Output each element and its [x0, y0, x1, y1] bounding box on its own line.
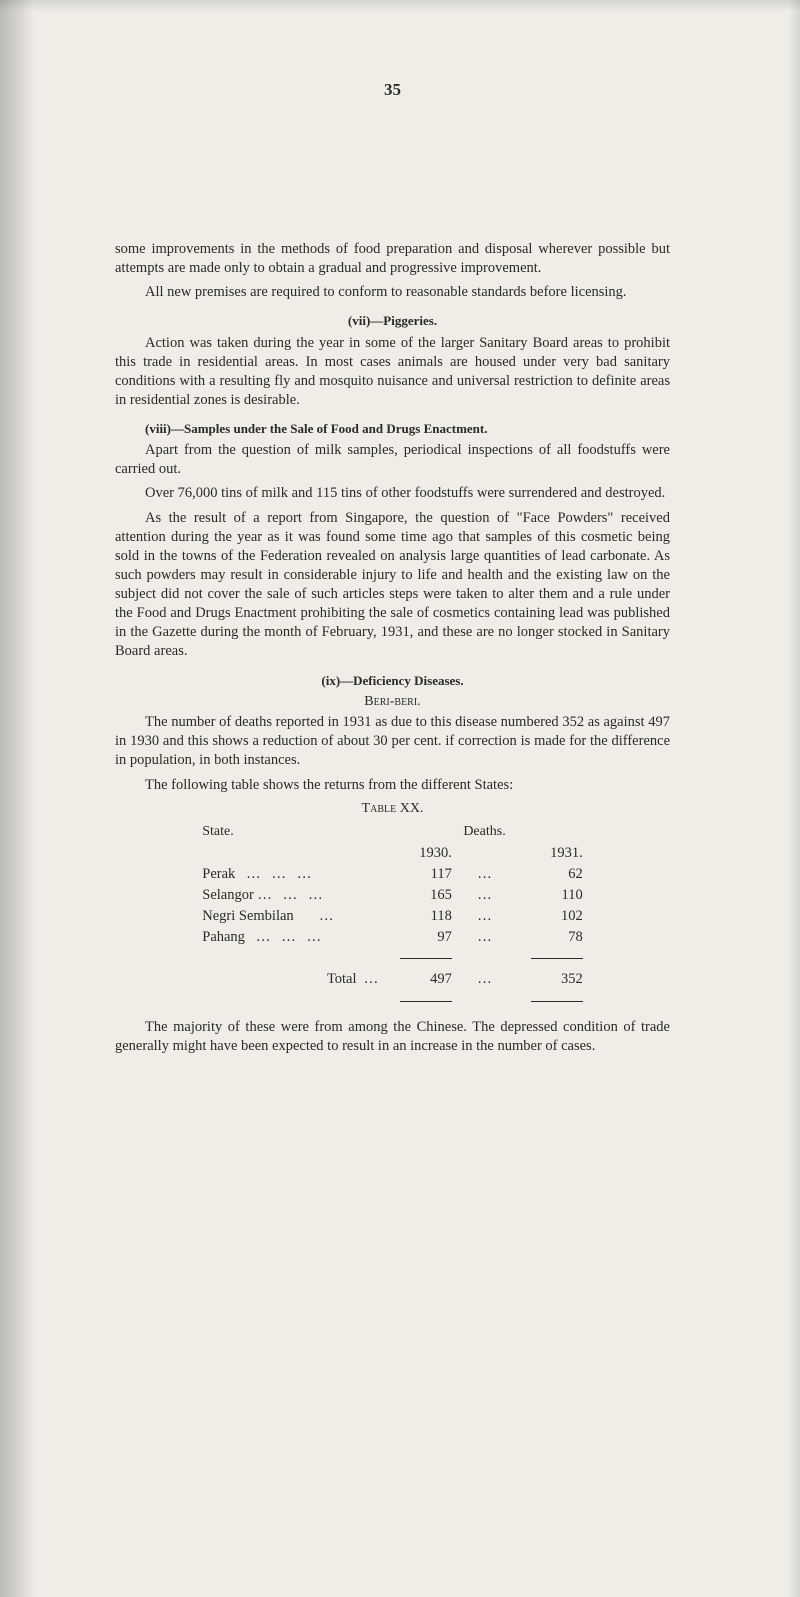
table-total-b: 352 [513, 969, 587, 990]
paragraph: The majority of these were from among th… [115, 1018, 670, 1056]
table-rule [400, 1001, 452, 1002]
table-total-label: Total … [198, 969, 382, 990]
body-text: some improvements in the methods of food… [115, 240, 670, 1056]
page-shadow-right [788, 0, 800, 1597]
table-col-deaths: Deaths. [382, 822, 586, 842]
table-row: Pahang … … … 97 … 78 [198, 927, 587, 948]
table-col-state: State. [198, 822, 382, 842]
table-ell: … [456, 906, 513, 927]
table-ell: … [456, 969, 513, 990]
table-val: 117 [382, 864, 456, 885]
table-rule-row [198, 948, 587, 969]
table-total-row: Total … 497 … 352 [198, 969, 587, 990]
table-val: 62 [513, 864, 587, 885]
table-val: 102 [513, 906, 587, 927]
page-shadow-top [0, 0, 800, 12]
table-val: 97 [382, 927, 456, 948]
paragraph: Action was taken during the year in some… [115, 334, 670, 411]
table-rule [531, 1001, 583, 1002]
paragraph: All new premises are required to conform… [115, 283, 670, 302]
subheading-piggeries: (vii)—Piggeries. [115, 312, 670, 329]
table-rule [531, 958, 583, 959]
table-state: Selangor … … … [198, 885, 382, 906]
paragraph: Over 76,000 tins of milk and 115 tins of… [115, 484, 670, 503]
table-year-row: 1930. 1931. [198, 843, 587, 864]
table-ell: … [456, 885, 513, 906]
table-year-1931: 1931. [513, 843, 587, 864]
page-number: 35 [115, 80, 670, 100]
table-row: Perak … … … 117 … 62 [198, 864, 587, 885]
subheading-beriberi: Beri-beri. [115, 693, 670, 711]
paragraph: As the result of a report from Singapore… [115, 509, 670, 662]
subheading-deficiency: (ix)—Deficiency Diseases. [115, 672, 670, 689]
paragraph: The number of deaths reported in 1931 as… [115, 713, 670, 770]
paragraph: some improvements in the methods of food… [115, 240, 670, 278]
table-rule-row [198, 991, 587, 1012]
subheading-samples: (viii)—Samples under the Sale of Food an… [145, 420, 670, 437]
page: 35 some improvements in the methods of f… [0, 0, 800, 1597]
page-shadow-left [0, 0, 35, 1597]
table-spacer [456, 843, 513, 864]
deaths-table: State. Deaths. 1930. 1931. Perak … … … 1… [198, 822, 587, 1011]
table-ell: … [456, 864, 513, 885]
table-ell: … [456, 927, 513, 948]
table-total-a: 497 [382, 969, 456, 990]
table-state: Perak … … … [198, 864, 382, 885]
table-val: 78 [513, 927, 587, 948]
table-val: 110 [513, 885, 587, 906]
table-state: Pahang … … … [198, 927, 382, 948]
table-rule [400, 958, 452, 959]
table-header-row: State. Deaths. [198, 822, 587, 842]
table-val: 165 [382, 885, 456, 906]
paragraph: Apart from the question of milk samples,… [115, 441, 670, 479]
table-row: Selangor … … … 165 … 110 [198, 885, 587, 906]
table-state: Negri Sembilan … [198, 906, 382, 927]
table-caption: Table XX. [115, 800, 670, 818]
table-val: 118 [382, 906, 456, 927]
paragraph: The following table shows the returns fr… [115, 776, 670, 795]
table-row: Negri Sembilan … 118 … 102 [198, 906, 587, 927]
table-year-1930: 1930. [382, 843, 456, 864]
